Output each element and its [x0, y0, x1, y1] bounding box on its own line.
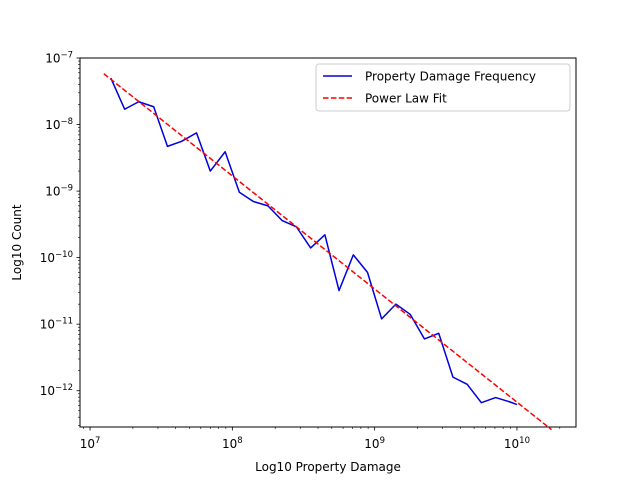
legend: Property Damage Frequency Power Law Fit	[315, 63, 571, 112]
series-line-1	[110, 77, 518, 406]
x-tick-label: 1010	[504, 436, 530, 451]
x-axis-label: Log10 Property Damage	[255, 460, 401, 474]
plot-frame	[79, 57, 577, 428]
y-tick-label: 10−10	[40, 250, 73, 265]
plot-lines	[103, 73, 552, 431]
x-axis: 107 108 109 1010	[80, 427, 561, 451]
y-tick-label: 10−7	[45, 51, 73, 66]
legend-box	[315, 63, 571, 112]
y-tick-label: 10−9	[45, 184, 73, 199]
legend-label-1: Property Damage Frequency	[365, 70, 536, 84]
x-tick-label: 107	[80, 436, 101, 451]
y-axis: 10−12 10−11 10−10 10−9 10−8 10−7	[40, 51, 80, 426]
series-line-2	[103, 73, 552, 431]
y-tick-label: 10−8	[45, 117, 73, 132]
x-tick-label: 109	[364, 436, 385, 451]
y-tick-label: 10−11	[40, 317, 73, 332]
y-axis-label: Log10 Count	[10, 204, 24, 280]
x-tick-label: 108	[222, 436, 243, 451]
legend-label-2: Power Law Fit	[365, 92, 447, 106]
y-tick-label: 10−12	[40, 383, 73, 398]
